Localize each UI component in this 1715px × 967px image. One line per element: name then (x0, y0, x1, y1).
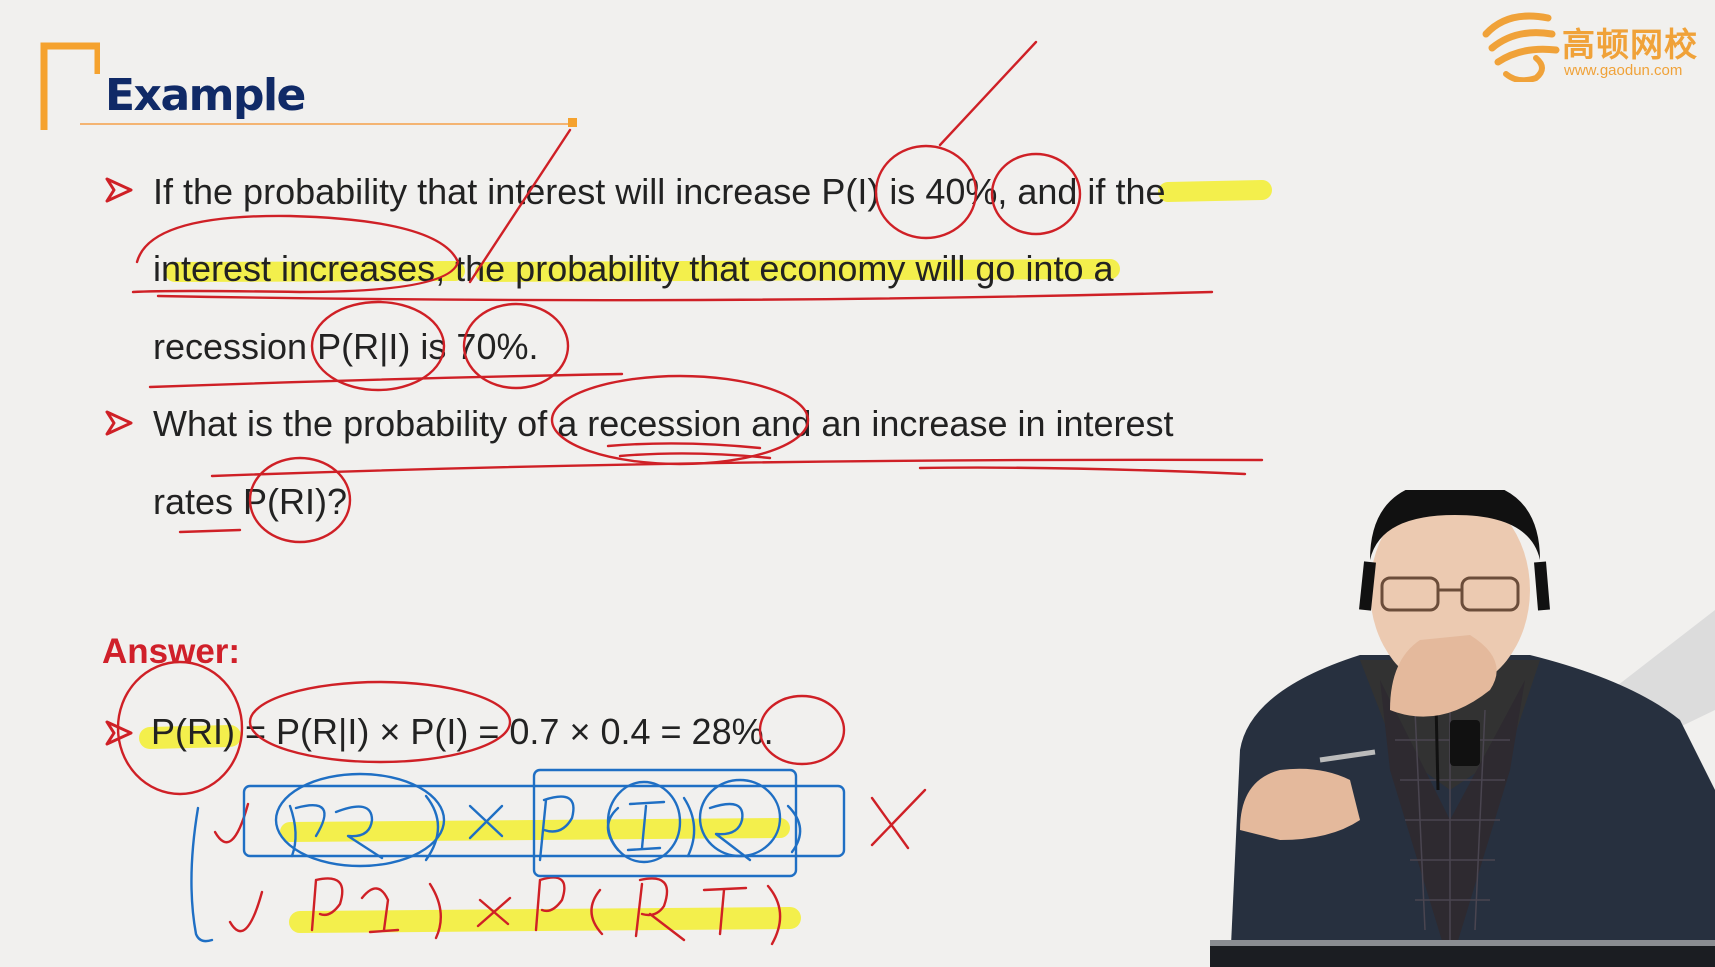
title-underline (80, 123, 574, 125)
slide-title: Example (105, 70, 306, 121)
gaodun-logo-icon (1482, 12, 1560, 82)
gaodun-logo: 高顿网校 www.gaodun.com (1478, 4, 1710, 82)
answer-formula: P(RI) = P(R|I) × P(I) = 0.7 × 0.4 = 28%. (151, 711, 774, 752)
bullet-1-line-3: recession P(R|I) is 70%. (153, 326, 539, 367)
title-frame-corner (40, 42, 100, 130)
bullet-1-line-2: interest increases, the probability that… (153, 248, 1114, 289)
title-underline-dot (568, 118, 577, 127)
arrow-bullet-icon (105, 177, 133, 203)
bullet-2-line-2: rates P(RI)? (153, 481, 348, 522)
bullet-2-line-1: What is the probability of a recession a… (153, 403, 1174, 444)
bullet-1-line-1: If the probability that interest will in… (153, 171, 1166, 212)
arrow-bullet-icon (105, 410, 133, 436)
arrow-bullet-icon (105, 720, 133, 746)
logo-name: 高顿网校 (1562, 26, 1698, 63)
logo-url: www.gaodun.com (1564, 62, 1683, 79)
answer-label: Answer: (102, 632, 241, 671)
presenter-video (1210, 490, 1715, 967)
